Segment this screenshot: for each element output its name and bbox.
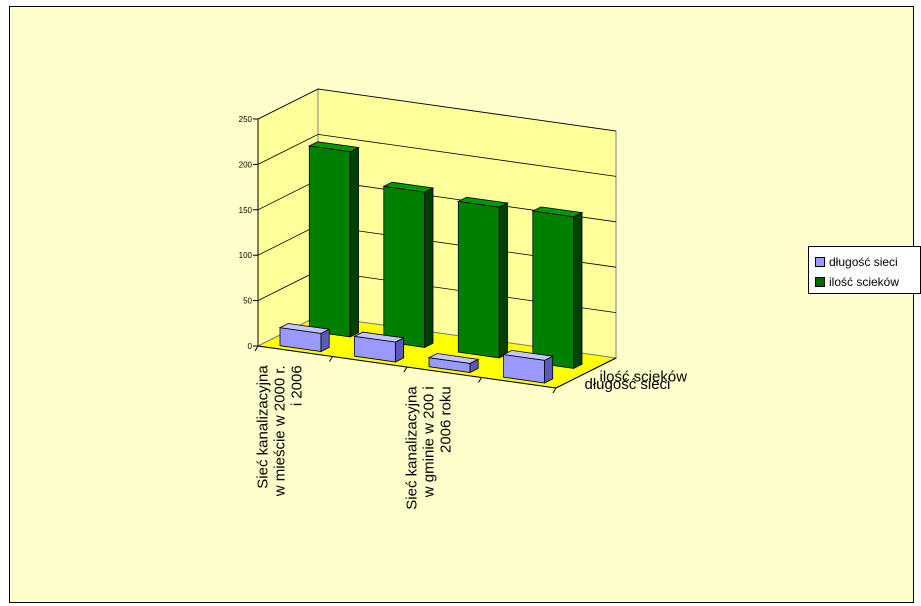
gridline xyxy=(257,88,617,132)
y-tick-label: 100 xyxy=(239,251,253,260)
bar-front xyxy=(457,200,500,359)
bar-side xyxy=(544,355,554,384)
x-tick-mark xyxy=(254,345,259,352)
bar-top xyxy=(353,331,406,343)
gridline xyxy=(257,133,617,177)
bar-dlugosc-sieci xyxy=(502,349,555,384)
bar-top xyxy=(427,353,480,364)
bar-front xyxy=(532,210,575,369)
legend-swatch-dlugosc xyxy=(815,257,825,267)
bar-top xyxy=(382,181,435,193)
bar-side xyxy=(498,202,508,359)
y-tick-label: 200 xyxy=(239,160,253,169)
x-tick-mark xyxy=(329,356,333,362)
bar-top xyxy=(531,206,584,218)
x-tick-mark xyxy=(403,366,408,373)
legend-item-dlugosc: długość sieci xyxy=(815,255,898,269)
bar-top xyxy=(307,141,360,153)
bar-top xyxy=(502,349,555,361)
bar-ilosc-sciekow xyxy=(307,141,360,338)
y-tick-label: 50 xyxy=(243,297,252,306)
bar-side xyxy=(349,146,359,338)
bar-dlugosc-sieci xyxy=(427,353,480,374)
bar-side xyxy=(424,187,434,349)
legend-item-ilosc: ilość scieków xyxy=(815,275,899,289)
bar-ilosc-sciekow xyxy=(382,181,435,349)
x-tick-mark xyxy=(552,387,557,394)
bar-side xyxy=(573,211,583,370)
depth-label: długość sieci xyxy=(585,376,671,393)
x-tick-mark xyxy=(478,377,482,383)
bar-top xyxy=(456,196,509,208)
bar-ilosc-sciekow xyxy=(531,206,584,370)
depth-label: ilość scieków xyxy=(600,368,688,385)
x-tick-label: Sieć kanalizacyjnaw mieście w 2000 r.i 2… xyxy=(254,365,305,498)
legend-label-ilosc: ilość scieków xyxy=(829,275,900,289)
bar-dlugosc-sieci xyxy=(278,323,331,353)
legend: długość sieci ilość scieków xyxy=(808,246,921,294)
bar-dlugosc-sieci xyxy=(353,331,406,363)
y-tick-label: 250 xyxy=(239,115,253,124)
x-tick-label: Sieć kanalizacyjnaw gminie w 200 i2006 r… xyxy=(403,386,454,510)
bar-top xyxy=(278,323,331,334)
y-tick-label: 150 xyxy=(239,206,253,215)
legend-swatch-ilosc xyxy=(815,277,825,287)
bar-ilosc-sciekow xyxy=(456,196,509,359)
depth-axis-line xyxy=(555,357,617,389)
y-tick-label: 0 xyxy=(248,342,253,351)
bar-front xyxy=(308,145,351,338)
bar-front xyxy=(383,185,426,348)
legend-label-dlugosc: długość sieci xyxy=(829,255,898,269)
